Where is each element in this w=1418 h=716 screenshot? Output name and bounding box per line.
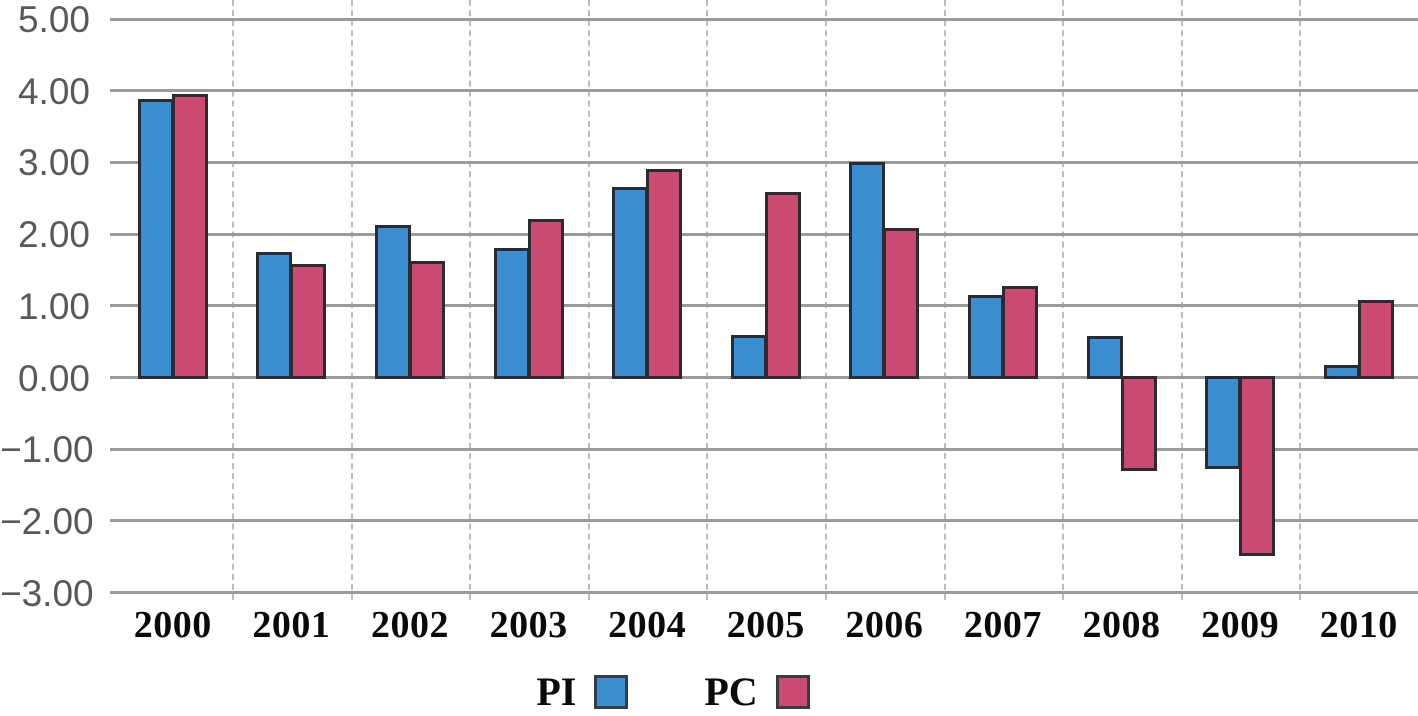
bar-pc-2001 [290, 264, 327, 379]
bar-pi-2006 [849, 162, 886, 379]
bar-pi-2004 [612, 186, 649, 379]
horizontal-gridline [110, 519, 1418, 523]
x-axis-label-2010: 2010 [1319, 604, 1398, 646]
x-axis-label-2005: 2005 [726, 604, 805, 646]
x-axis-label-2003: 2003 [489, 604, 568, 646]
vertical-gridline [1062, 0, 1065, 600]
x-axis-label-2000: 2000 [133, 604, 212, 646]
y-axis-tick-label: 3.00 [17, 142, 90, 184]
x-axis-label-2004: 2004 [608, 604, 687, 646]
bar-pc-2003 [527, 218, 564, 379]
chart-legend: PI PC [0, 672, 1382, 712]
y-axis-tick-label: 2.00 [17, 214, 90, 256]
horizontal-gridline [110, 591, 1418, 595]
legend-item-pc: PC [704, 669, 810, 714]
vertical-gridline [1180, 0, 1183, 600]
horizontal-gridline [110, 160, 1418, 164]
y-axis-tick-label: 1.00 [17, 285, 90, 327]
horizontal-gridline [110, 89, 1418, 93]
legend-swatch-pc-icon [775, 675, 810, 709]
bar-pc-2002 [408, 261, 445, 379]
y-axis-tick-label: −1.00 [0, 429, 94, 471]
y-axis-tick-label: 0.00 [17, 357, 90, 399]
legend-swatch-pi-icon [594, 675, 629, 709]
bar-pi-2007 [967, 294, 1004, 379]
vertical-gridline [469, 0, 472, 600]
bar-pc-2007 [1001, 286, 1038, 379]
horizontal-gridline [110, 304, 1418, 308]
plot-area: 5.00 4.00 3.00 2.00 1.00 0.00 −1.00 −2.00 −3.00 2… [0, 0, 1418, 646]
vertical-gridline [825, 0, 828, 600]
bar-pi-2005 [730, 335, 767, 379]
bar-pc-2010 [1357, 299, 1394, 379]
bar-pc-2008 [1120, 376, 1157, 471]
vertical-gridline [706, 0, 709, 600]
y-axis-tick-label: −2.00 [0, 500, 94, 542]
x-axis-label-2006: 2006 [845, 604, 924, 646]
vertical-gridline [943, 0, 946, 600]
horizontal-gridline [110, 232, 1418, 236]
legend-label-pc: PC [704, 669, 758, 714]
bar-pi-2002 [374, 225, 411, 379]
bar-pc-2009 [1239, 376, 1276, 557]
x-axis-label-2007: 2007 [963, 604, 1042, 646]
x-axis-label-2002: 2002 [370, 604, 449, 646]
bar-pi-2010 [1323, 364, 1360, 379]
bar-pi-2000 [137, 98, 174, 379]
bar-pc-2005 [764, 192, 801, 379]
legend-label-pi: PI [536, 669, 577, 714]
horizontal-gridline [110, 447, 1418, 451]
vertical-gridline [587, 0, 590, 600]
legend-item-pi: PI [536, 669, 629, 714]
x-axis-label-2008: 2008 [1082, 604, 1161, 646]
y-axis-tick-label: 5.00 [17, 0, 90, 40]
bar-pi-2003 [493, 247, 530, 379]
bar-pi-2009 [1205, 376, 1242, 470]
x-axis-label-2001: 2001 [252, 604, 331, 646]
vertical-gridline [350, 0, 353, 600]
y-axis-tick-label: 4.00 [17, 70, 90, 112]
y-axis-tick-label: −3.00 [0, 572, 94, 614]
bar-pi-2001 [256, 251, 293, 379]
horizontal-gridline [110, 17, 1418, 21]
bar-pc-2004 [646, 168, 683, 379]
x-axis-label-2009: 2009 [1201, 604, 1280, 646]
vertical-gridline [232, 0, 235, 600]
bar-pi-2008 [1086, 335, 1123, 379]
bar-pc-2000 [171, 94, 208, 379]
bar-pc-2006 [883, 227, 920, 379]
vertical-gridline [1299, 0, 1302, 600]
